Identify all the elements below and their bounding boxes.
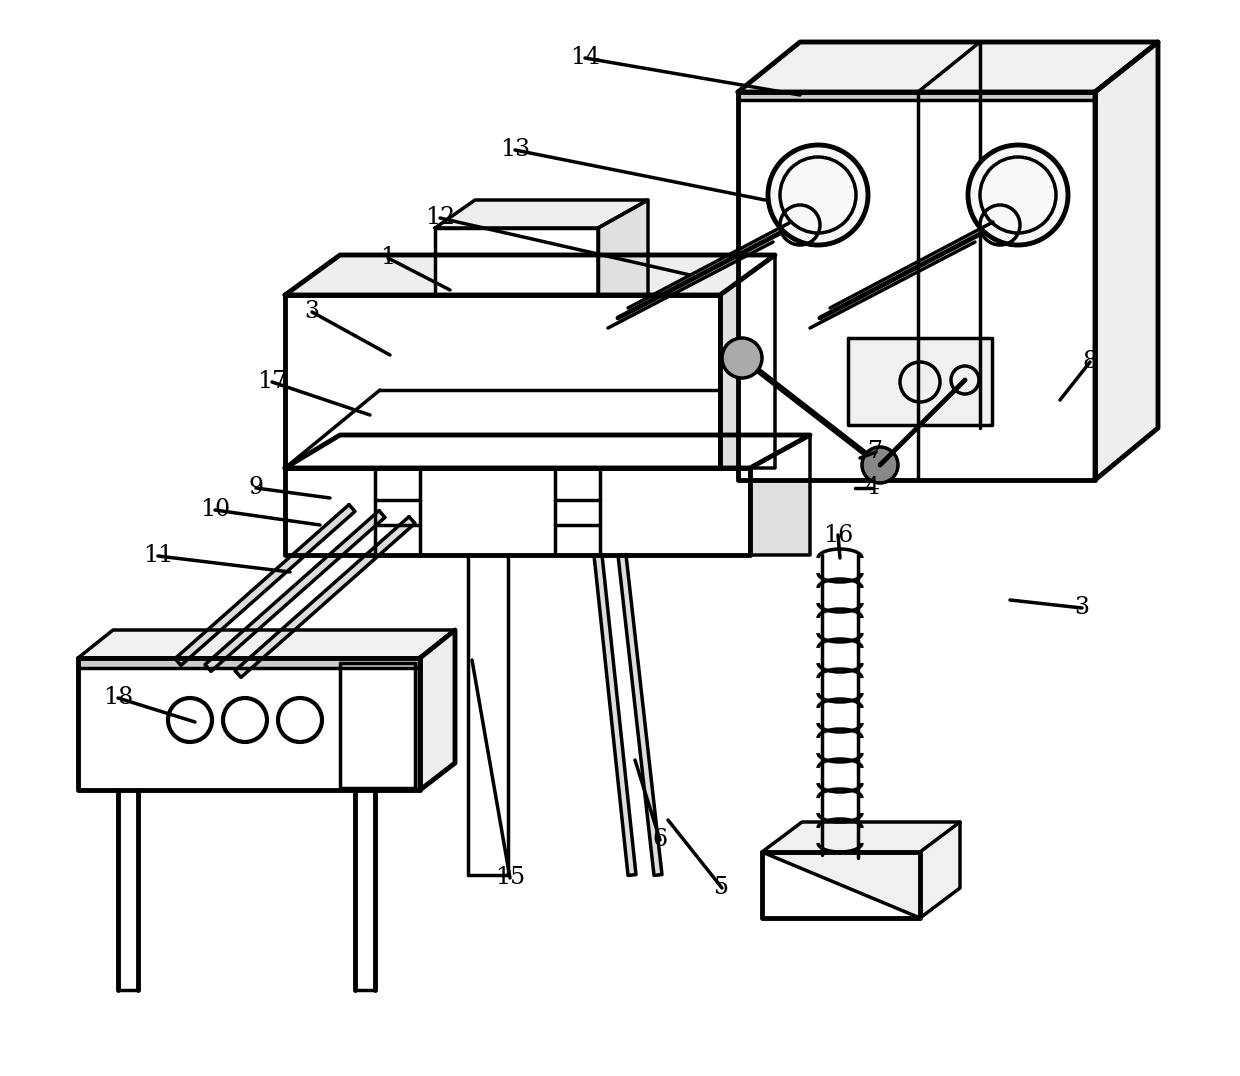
Text: 17: 17 xyxy=(257,370,288,394)
Polygon shape xyxy=(720,255,775,468)
Circle shape xyxy=(722,338,763,378)
Polygon shape xyxy=(763,822,960,918)
Polygon shape xyxy=(750,435,810,555)
Polygon shape xyxy=(175,505,355,665)
Polygon shape xyxy=(285,295,720,468)
Polygon shape xyxy=(205,511,384,671)
Text: 4: 4 xyxy=(864,477,879,499)
Polygon shape xyxy=(285,255,775,295)
Text: 18: 18 xyxy=(103,686,133,709)
Circle shape xyxy=(862,447,898,483)
Polygon shape xyxy=(738,93,1095,100)
Polygon shape xyxy=(420,631,455,790)
Polygon shape xyxy=(78,631,455,659)
Polygon shape xyxy=(848,338,992,425)
Circle shape xyxy=(968,145,1068,245)
Polygon shape xyxy=(594,554,636,876)
Polygon shape xyxy=(763,852,920,918)
Polygon shape xyxy=(285,468,750,555)
Text: 3: 3 xyxy=(305,300,320,324)
Polygon shape xyxy=(285,435,810,468)
Text: 5: 5 xyxy=(714,877,729,900)
Text: 1: 1 xyxy=(381,246,396,269)
Polygon shape xyxy=(738,42,1158,93)
Text: 3: 3 xyxy=(1075,596,1090,620)
Text: 12: 12 xyxy=(425,207,455,229)
Polygon shape xyxy=(78,659,420,790)
Polygon shape xyxy=(236,516,415,678)
Text: 15: 15 xyxy=(495,866,525,890)
Polygon shape xyxy=(435,200,649,228)
Text: 10: 10 xyxy=(200,498,231,522)
Text: 7: 7 xyxy=(868,440,883,464)
Polygon shape xyxy=(618,554,662,876)
Text: 6: 6 xyxy=(652,829,667,851)
Circle shape xyxy=(768,145,868,245)
Text: 14: 14 xyxy=(570,46,600,70)
Polygon shape xyxy=(738,93,1095,480)
Text: 11: 11 xyxy=(143,544,174,567)
Polygon shape xyxy=(78,659,420,668)
Polygon shape xyxy=(598,200,649,295)
Polygon shape xyxy=(435,228,598,295)
Polygon shape xyxy=(1095,42,1158,480)
Text: 9: 9 xyxy=(248,477,264,499)
Text: 13: 13 xyxy=(500,139,529,161)
Text: 8: 8 xyxy=(1083,351,1097,373)
Text: 16: 16 xyxy=(823,524,853,547)
